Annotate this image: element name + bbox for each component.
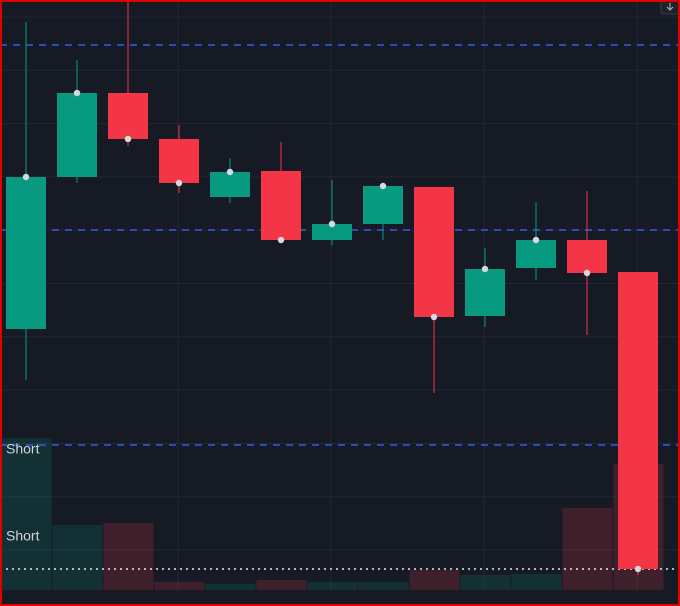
close-dot <box>175 179 183 187</box>
close-dot <box>277 236 285 244</box>
volume-bar <box>103 523 154 590</box>
close-dot <box>22 173 30 181</box>
candle-body <box>108 93 148 139</box>
candle-body <box>363 186 403 224</box>
volume-bar <box>205 584 256 590</box>
close-dot <box>430 313 438 321</box>
annotation: Short <box>6 441 40 457</box>
volume-bar <box>511 574 562 590</box>
arrow-icon <box>666 3 674 11</box>
candle-body <box>210 172 250 197</box>
close-dot <box>124 135 132 143</box>
candle-body <box>516 240 556 268</box>
volume-bar <box>256 580 307 590</box>
candle-body <box>57 93 97 177</box>
candle-body <box>159 139 199 183</box>
close-dot <box>634 565 642 573</box>
volume-bar <box>409 570 460 590</box>
volume-bar <box>1 438 52 590</box>
close-dot <box>328 220 336 228</box>
candle-body <box>465 269 505 316</box>
close-dot <box>226 168 234 176</box>
candle-body <box>261 171 301 240</box>
candle-body <box>618 272 658 569</box>
candle-body <box>567 240 607 273</box>
volume-bar <box>307 582 358 590</box>
close-dot <box>73 89 81 97</box>
volume-bar <box>460 575 511 590</box>
close-dot <box>481 265 489 273</box>
candles <box>6 2 658 575</box>
candle-body <box>312 224 352 240</box>
close-dot <box>379 182 387 190</box>
volume-bar <box>154 582 205 590</box>
grid <box>0 0 680 590</box>
candle-body <box>6 177 46 329</box>
close-dot <box>532 236 540 244</box>
volume-bar <box>562 508 613 590</box>
annotation: Short <box>6 528 40 544</box>
candle-body <box>414 187 454 317</box>
close-dot <box>583 269 591 277</box>
volume-bar <box>52 525 103 590</box>
volume-bar <box>358 582 409 590</box>
annotations: Short Short <box>6 441 40 544</box>
